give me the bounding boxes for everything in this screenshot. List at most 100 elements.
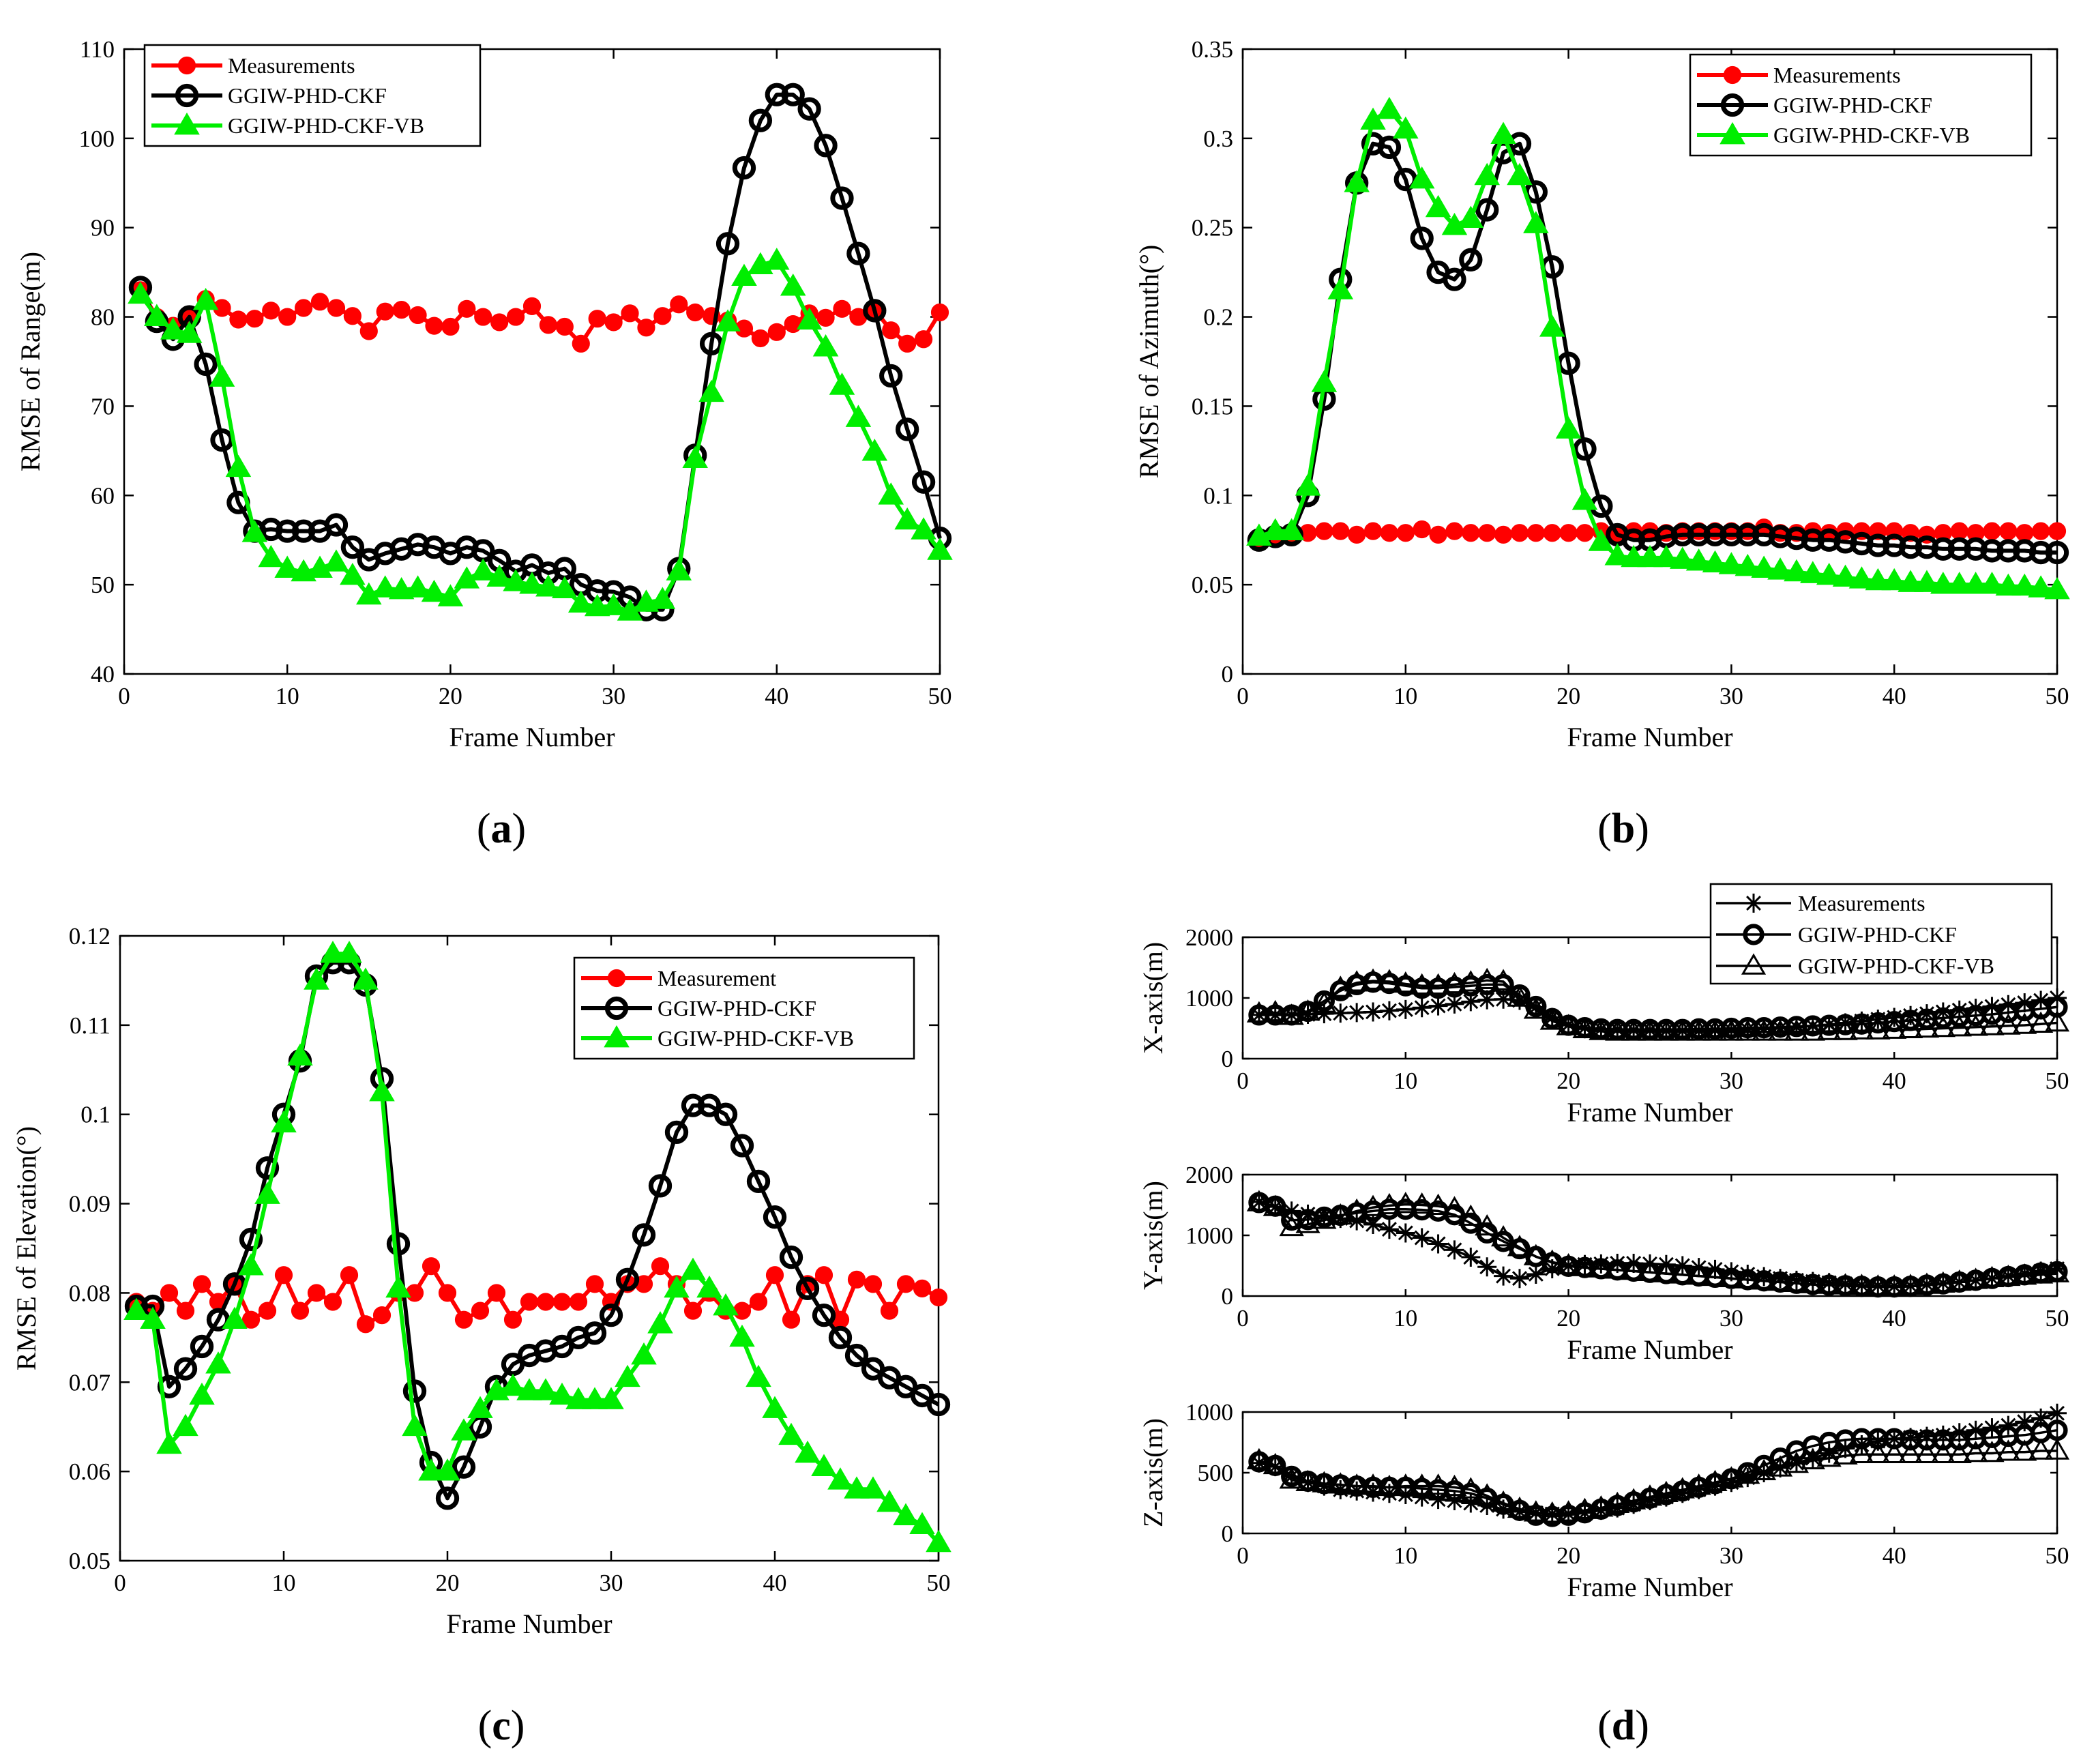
data-point bbox=[291, 1302, 310, 1320]
data-point bbox=[295, 299, 313, 317]
data-point bbox=[1507, 162, 1533, 186]
data-point bbox=[1477, 990, 1497, 1010]
data-point bbox=[572, 334, 590, 353]
data-point bbox=[1572, 1016, 1597, 1039]
data-point bbox=[356, 1315, 375, 1334]
data-point bbox=[174, 112, 200, 135]
data-point bbox=[828, 1325, 853, 1350]
data-point bbox=[861, 439, 888, 461]
data-point bbox=[764, 248, 790, 270]
data-point bbox=[565, 1387, 591, 1409]
data-point bbox=[696, 1275, 722, 1298]
x-tick-label: 10 bbox=[272, 1570, 296, 1596]
data-point bbox=[1752, 1458, 1777, 1480]
legend-label: GGIW-PHD-CKF bbox=[658, 996, 816, 1020]
data-point bbox=[1442, 971, 1467, 994]
data-point bbox=[1262, 518, 1288, 541]
data-point bbox=[1539, 314, 1565, 337]
data-point bbox=[2046, 996, 2068, 1018]
data-point bbox=[1589, 1256, 1614, 1278]
data-point bbox=[607, 969, 626, 988]
data-point bbox=[1816, 563, 1842, 585]
data-point bbox=[637, 319, 655, 337]
data-point bbox=[1735, 1019, 1760, 1041]
data-point bbox=[1800, 561, 1826, 583]
data-point bbox=[664, 1120, 689, 1145]
data-point bbox=[1767, 1269, 1793, 1291]
data-point bbox=[1459, 248, 1483, 271]
data-point bbox=[175, 83, 199, 108]
data-point bbox=[123, 1297, 149, 1320]
series-2 bbox=[1246, 1438, 2070, 1523]
data-point bbox=[682, 445, 708, 469]
data-point bbox=[1328, 1203, 1353, 1225]
data-point bbox=[795, 1276, 820, 1301]
legend-label: Measurements bbox=[1773, 63, 1901, 87]
data-point bbox=[1344, 1198, 1370, 1220]
data-point bbox=[1979, 1265, 2005, 1287]
data-point bbox=[425, 317, 443, 335]
data-point bbox=[1803, 1271, 1822, 1291]
data-point bbox=[1901, 1428, 1921, 1447]
data-point bbox=[1723, 65, 1742, 85]
data-point bbox=[1819, 1443, 1839, 1463]
data-point bbox=[1426, 1193, 1451, 1216]
data-point bbox=[1868, 1431, 1888, 1451]
data-point bbox=[604, 996, 629, 1020]
data-point bbox=[1494, 1266, 1514, 1286]
data-point bbox=[878, 482, 904, 505]
x-tick-label: 40 bbox=[765, 683, 788, 709]
data-point bbox=[304, 967, 329, 990]
data-point bbox=[1494, 525, 1513, 544]
data-point bbox=[173, 1357, 198, 1381]
data-point bbox=[160, 1284, 179, 1302]
x-tick-label: 20 bbox=[1556, 683, 1580, 709]
data-point bbox=[746, 1169, 771, 1194]
data-point bbox=[1376, 1192, 1402, 1215]
data-point bbox=[2044, 1438, 2070, 1460]
y-tick-label: 0 bbox=[1222, 1046, 1234, 1072]
plot-area bbox=[1241, 1411, 2058, 1535]
data-point bbox=[239, 1227, 263, 1252]
x-tick-label: 0 bbox=[1237, 1542, 1249, 1569]
data-point bbox=[1753, 1454, 1775, 1476]
data-point bbox=[1996, 1264, 2021, 1287]
data-point bbox=[1621, 544, 1647, 568]
data-point bbox=[1393, 1473, 1418, 1495]
series-1 bbox=[1248, 971, 2068, 1040]
y-tick-label: 0.2 bbox=[1203, 304, 1233, 331]
data-point bbox=[173, 1413, 198, 1437]
data-point bbox=[552, 1293, 572, 1311]
data-point bbox=[1803, 1448, 1822, 1468]
x-axis-label: Frame Number bbox=[1567, 722, 1732, 752]
data-point bbox=[569, 1293, 588, 1311]
data-point bbox=[1263, 1194, 1288, 1216]
data-point bbox=[1458, 205, 1484, 229]
data-point bbox=[1979, 572, 2005, 594]
x-tick-label: 40 bbox=[1883, 1305, 1906, 1332]
data-point bbox=[1605, 1257, 1630, 1279]
data-point bbox=[539, 316, 558, 334]
data-point bbox=[1347, 1003, 1367, 1023]
data-point bbox=[913, 1279, 932, 1297]
x-axis-label: Frame Number bbox=[1567, 1334, 1732, 1365]
data-point bbox=[177, 56, 196, 75]
data-point bbox=[1865, 1274, 1891, 1296]
data-point bbox=[2044, 576, 2070, 600]
data-point bbox=[585, 1275, 604, 1293]
data-point bbox=[1930, 572, 1956, 594]
data-point bbox=[487, 1284, 506, 1302]
data-point bbox=[336, 941, 362, 963]
data-point bbox=[405, 1284, 424, 1302]
y-tick-label: 0.06 bbox=[69, 1458, 110, 1485]
data-point bbox=[287, 1043, 313, 1066]
y-tick-label: 110 bbox=[80, 36, 115, 63]
data-point bbox=[847, 1270, 866, 1289]
data-point bbox=[1461, 992, 1481, 1012]
data-point bbox=[1526, 1264, 1546, 1284]
data-point bbox=[926, 1529, 951, 1553]
data-point bbox=[409, 306, 427, 325]
data-point bbox=[1539, 1249, 1565, 1271]
data-point bbox=[2012, 1439, 2037, 1461]
